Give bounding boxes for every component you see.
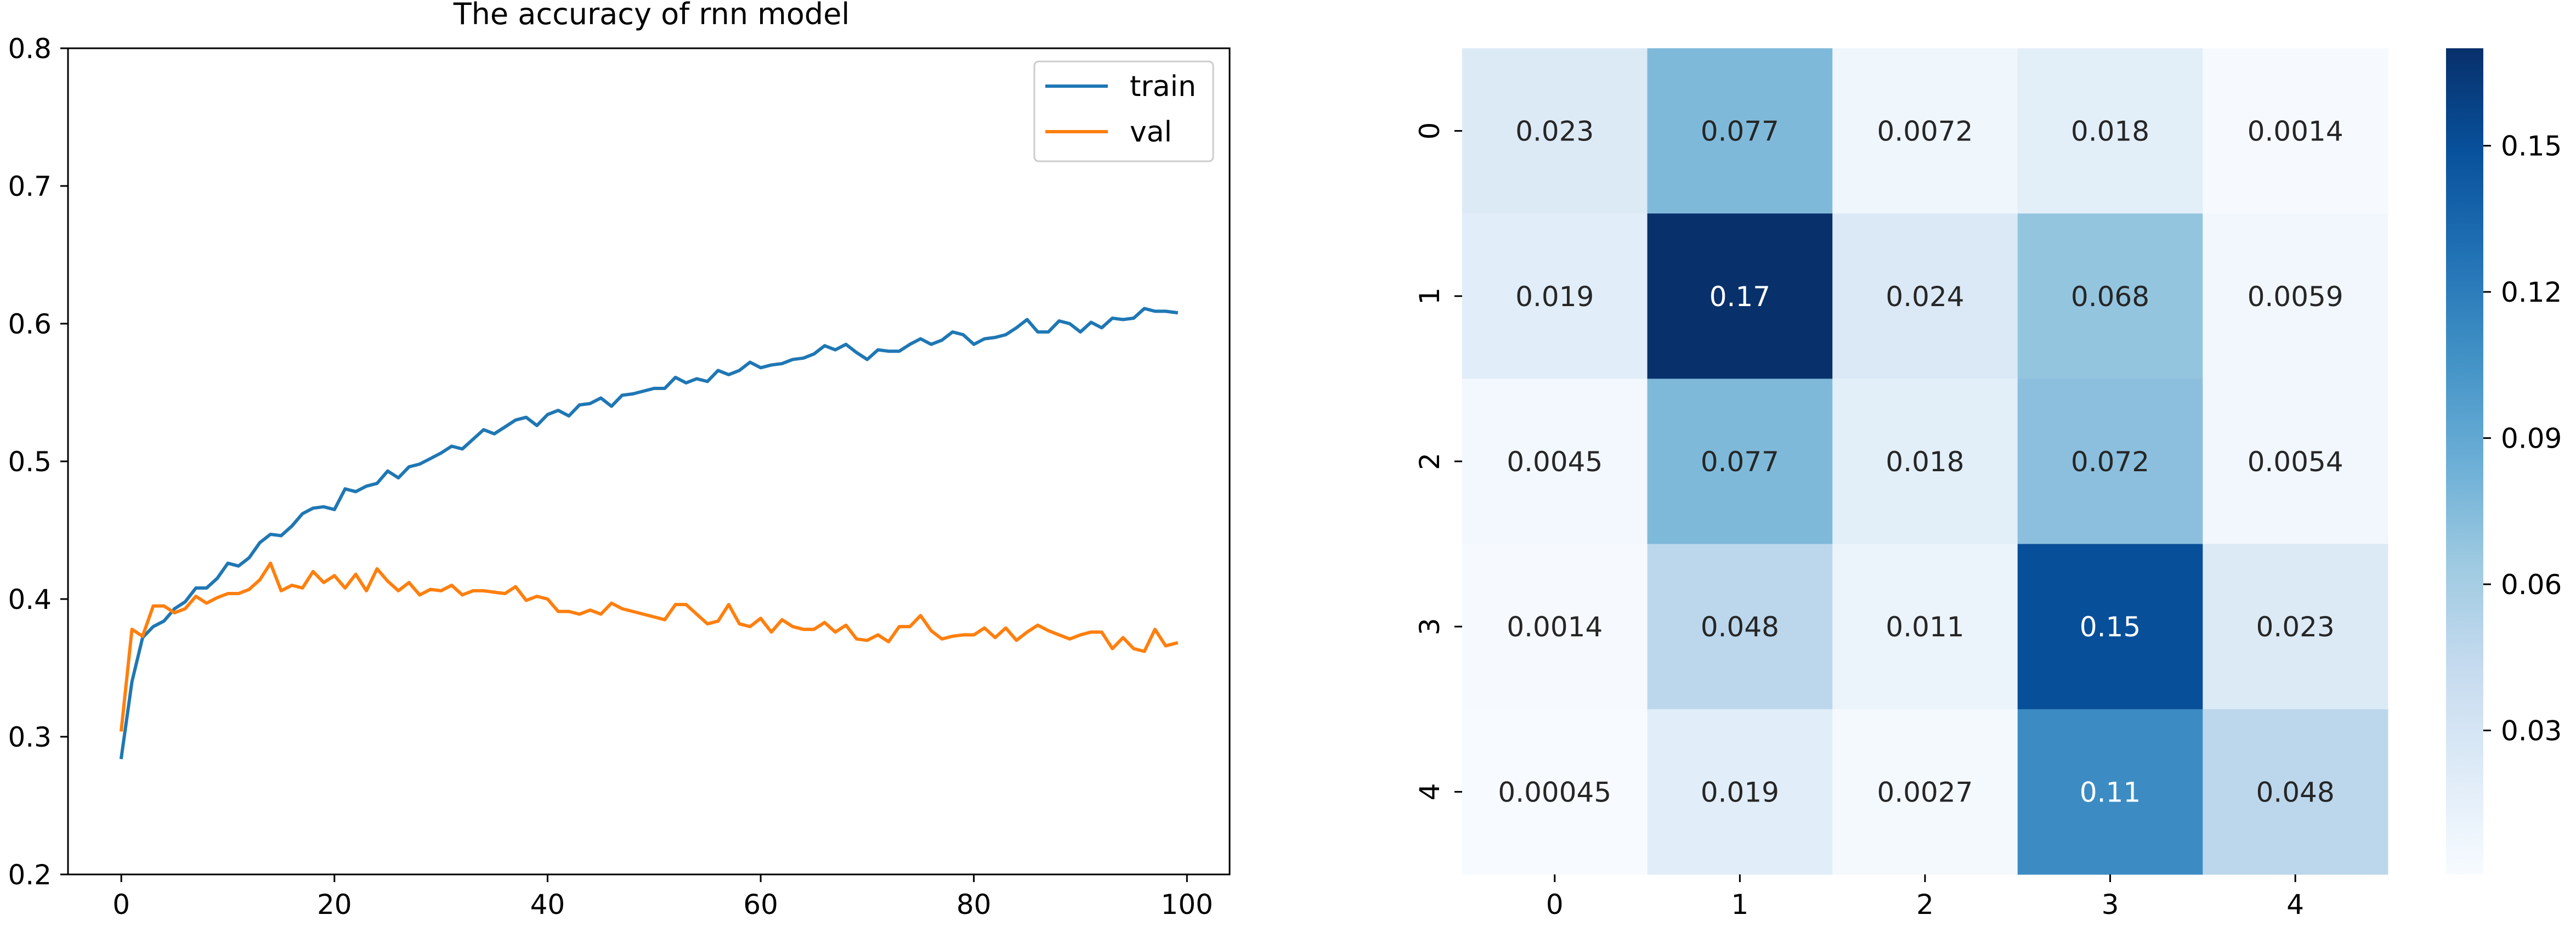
heatmap-cell — [2203, 213, 2388, 379]
heatmap-cell-label: 0.011 — [1886, 611, 1964, 643]
heatmap-cell — [1647, 544, 1833, 710]
y-tick-label: 2 — [1414, 453, 1446, 470]
heatmap-cell — [1832, 709, 2018, 875]
heatmap-cell-label: 0.077 — [1701, 116, 1779, 148]
heatmap-cell-label: 0.019 — [1701, 776, 1779, 808]
x-tick-label: 0 — [1546, 889, 1564, 921]
colorbar-tick-label: 0.09 — [2501, 423, 2562, 455]
line-chart: The accuracy of rnn model 0 20 40 60 80 100 0.… — [8, 0, 1231, 921]
line-chart-ticks: 0 20 40 60 80 100 0.2 0.3 0.4 0.5 0.6 0.7 0.8 — [8, 33, 1213, 921]
x-tick-label: 60 — [743, 889, 778, 921]
legend: train val — [1033, 60, 1214, 162]
y-tick-label: 0 — [1414, 122, 1446, 140]
heatmap-axes: 0 1 2 3 4 0 1 2 3 4 — [1414, 122, 2304, 921]
colorbar-ticks: 0.03 0.06 0.09 0.12 0.15 — [2483, 131, 2562, 747]
heatmap-cell-label: 0.048 — [2256, 776, 2335, 808]
heatmap-cell — [2203, 48, 2388, 214]
legend-val-label: val — [1130, 116, 1172, 149]
heatmap-cell-label: 0.023 — [2256, 611, 2335, 643]
legend-train-label: train — [1130, 70, 1196, 103]
colorbar-tick-label: 0.03 — [2501, 715, 2562, 747]
heatmap-cell-label: 0.048 — [1701, 611, 1779, 643]
line-chart-series — [119, 307, 1179, 760]
x-tick-label: 100 — [1161, 889, 1213, 921]
colorbar-tick-label: 0.12 — [2501, 276, 2562, 308]
series-line-val — [119, 561, 1179, 732]
heatmap-cell — [1462, 379, 1648, 545]
x-tick-label: 2 — [1916, 889, 1934, 921]
x-tick-label: 20 — [317, 889, 352, 921]
series-line-train — [119, 307, 1179, 760]
heatmap-cell — [1462, 709, 1648, 875]
heatmap-cell — [2203, 544, 2388, 710]
heatmap-cell-label: 0.0054 — [2247, 446, 2343, 478]
heatmap-cell — [1647, 709, 1833, 875]
x-tick-label: 0 — [112, 889, 130, 921]
heatmap-cell — [2017, 709, 2203, 875]
heatmap-cell-label: 0.072 — [2071, 446, 2149, 478]
x-tick-label: 3 — [2102, 889, 2119, 921]
heatmap-cell — [1832, 379, 2018, 545]
heatmap: 0.023 0.077 0.0072 0.018 0.0014 0.019 0.17 0.02… — [1414, 48, 2562, 921]
heatmap-cell — [1647, 379, 1833, 545]
heatmap-cell-label: 0.15 — [2080, 611, 2141, 643]
x-tick-label: 1 — [1731, 889, 1748, 921]
y-tick-label: 0.8 — [8, 33, 52, 65]
heatmap-cell — [1647, 48, 1833, 214]
heatmap-cell-label: 0.0059 — [2247, 281, 2343, 313]
heatmap-cell-label: 0.024 — [1886, 281, 1964, 313]
heatmap-cell — [1462, 544, 1648, 710]
x-tick-label: 80 — [956, 889, 992, 921]
heatmap-cell-label: 0.00045 — [1498, 776, 1611, 808]
heatmap-cell-label: 0.0014 — [2247, 116, 2343, 148]
heatmap-cell-label: 0.11 — [2080, 776, 2141, 808]
heatmap-cell — [2203, 379, 2388, 545]
heatmap-cell — [1462, 213, 1648, 379]
y-tick-label: 0.4 — [8, 584, 52, 616]
colorbar-gradient — [2446, 48, 2483, 874]
heatmap-cell — [2017, 213, 2203, 379]
x-tick-label: 40 — [530, 889, 565, 921]
heatmap-cell — [2017, 544, 2203, 710]
heatmap-cell-label: 0.17 — [1709, 281, 1770, 313]
heatmap-cells: 0.023 0.077 0.0072 0.018 0.0014 0.019 0.17 0.02… — [1462, 48, 2388, 875]
heatmap-cell — [2203, 709, 2388, 875]
colorbar-tick-label: 0.15 — [2501, 131, 2562, 162]
colorbar: 0.03 0.06 0.09 0.12 0.15 — [2446, 48, 2562, 874]
y-tick-label: 0.3 — [8, 721, 52, 753]
heatmap-cell — [1832, 213, 2018, 379]
heatmap-cell-label: 0.0045 — [1507, 446, 1603, 478]
heatmap-cell-label: 0.0014 — [1507, 611, 1603, 643]
heatmap-cell-label: 0.018 — [2071, 116, 2149, 148]
heatmap-cell-label: 0.068 — [2071, 281, 2149, 313]
colorbar-tick-label: 0.06 — [2501, 569, 2562, 601]
heatmap-cell-label: 0.018 — [1886, 446, 1964, 478]
heatmap-cell — [1647, 213, 1833, 379]
y-tick-label: 0.6 — [8, 308, 52, 340]
heatmap-cell — [1462, 48, 1648, 214]
y-tick-label: 4 — [1414, 783, 1446, 800]
heatmap-cell-label: 0.0072 — [1877, 116, 1973, 148]
plot-area-frame — [67, 47, 1231, 876]
heatmap-cell-label: 0.077 — [1701, 446, 1779, 478]
heatmap-cell — [2017, 48, 2203, 214]
y-tick-label: 1 — [1414, 287, 1446, 305]
y-tick-label: 0.7 — [8, 171, 52, 202]
heatmap-cell — [2017, 379, 2203, 545]
heatmap-cell-label: 0.0027 — [1877, 776, 1973, 808]
y-tick-label: 0.2 — [8, 859, 52, 891]
chart-title: The accuracy of rnn model — [453, 0, 850, 31]
heatmap-cell — [1832, 544, 2018, 710]
heatmap-cell-label: 0.023 — [1515, 116, 1594, 148]
y-tick-label: 0.5 — [8, 446, 52, 478]
heatmap-cell-label: 0.019 — [1515, 281, 1594, 313]
x-tick-label: 4 — [2286, 889, 2304, 921]
heatmap-cell — [1832, 48, 2018, 214]
y-tick-label: 3 — [1414, 618, 1446, 635]
